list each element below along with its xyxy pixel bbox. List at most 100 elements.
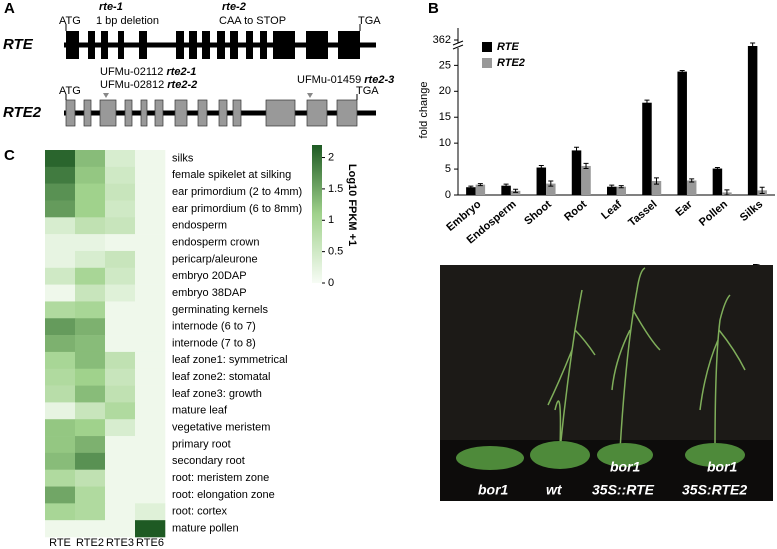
heatmap-cell: [135, 503, 166, 521]
error-bar: [609, 184, 615, 189]
gene-rte2: RTE2 ATG TGA UFMu-02112 rte2-1 UFMu-0281…: [3, 66, 394, 127]
stop-codon: TGA: [356, 85, 379, 97]
error-bar: [689, 178, 695, 183]
error-bar: [653, 177, 659, 185]
bar: [686, 180, 697, 195]
heatmap-cell: [75, 284, 106, 302]
heatmap-cell: [105, 436, 136, 454]
legend-label: RTE2: [497, 57, 525, 69]
heatmap-cell: [135, 351, 166, 370]
heatmap-cell: [135, 150, 166, 168]
heatmap-cell: [105, 166, 136, 184]
bar: [466, 187, 476, 195]
heatmap-cell: [45, 284, 76, 302]
heatmap-cell: [45, 419, 76, 437]
legend-label: RTE: [497, 41, 519, 53]
error-bar: [583, 162, 589, 170]
column-label: RTE3: [106, 537, 134, 549]
panel-label: B: [428, 0, 439, 17]
heatmap-cell: [45, 183, 76, 201]
heatmap-cell: [75, 503, 106, 521]
row-label: female spikelet at silking: [172, 169, 291, 181]
heatmap-cell: [105, 335, 136, 353]
heatmap-cell: [45, 368, 76, 386]
row-label: primary root: [172, 438, 231, 450]
start-codon: ATG: [59, 15, 81, 27]
heatmap-cell: [45, 150, 76, 168]
heatmap-cell: [135, 284, 166, 302]
heatmap-cell: [75, 301, 106, 319]
heatmap-cell: [45, 217, 76, 235]
heatmap-cell: [75, 183, 106, 201]
row-label: internode (6 to 7): [172, 321, 256, 333]
stop-codon: TGA: [358, 15, 381, 27]
heatmap-cell: [105, 284, 136, 302]
column-label: RTE: [49, 537, 71, 549]
heatmap-cell: [105, 183, 136, 201]
heatmap-cell: [135, 452, 166, 470]
allele: rte2-2: [167, 79, 197, 91]
heatmap-cell: [135, 402, 166, 420]
allele: rte-1: [99, 1, 123, 13]
heatmap-cell: [135, 385, 166, 403]
y-tick-label: 25: [439, 59, 451, 71]
heatmap-cell: [135, 250, 166, 269]
error-bar: [513, 188, 519, 193]
panel-label: A: [4, 0, 15, 17]
heatmap-cell: [45, 436, 76, 454]
row-label: embryo 20DAP: [172, 270, 247, 282]
heatmap-cell: [75, 520, 106, 538]
row-label: pericarp/aleurone: [172, 253, 258, 265]
rosettes: [456, 441, 745, 470]
heatmap-cell: [105, 402, 136, 420]
row-label: endosperm: [172, 220, 227, 232]
insertion-marker: [103, 93, 109, 98]
heatmap-cell: [105, 503, 136, 521]
colorbar-tick-label: 0.5: [328, 246, 343, 258]
column-label: RTE2: [76, 537, 104, 549]
heatmap-cell: [135, 234, 166, 252]
legend-swatch: [482, 42, 492, 52]
row-label: root: cortex: [172, 506, 228, 518]
insertion-line: UFMu-02112: [100, 66, 163, 78]
exons: [65, 99, 358, 127]
bar: [581, 165, 591, 195]
heatmap-cell: [105, 351, 136, 370]
heatmap-cell: [105, 385, 136, 403]
heatmap-cell: [45, 520, 76, 538]
error-bar: [548, 180, 554, 187]
heatmap-cell: [75, 486, 106, 504]
heatmap-cell: [105, 368, 136, 386]
error-bar: [477, 183, 483, 187]
heatmap-cell: [135, 520, 166, 538]
heatmap-cell: [75, 200, 106, 218]
heatmap-cell: [105, 452, 136, 470]
heatmap-cell: [45, 250, 76, 269]
heatmap-cell: [45, 335, 76, 353]
y-tick-label: 15: [439, 111, 451, 123]
heatmap-cell: [75, 234, 106, 252]
heatmap-cell: [105, 250, 136, 269]
heatmap-cell: [105, 301, 136, 319]
row-label: mature pollen: [172, 522, 239, 534]
genotype-label: bor1: [707, 459, 738, 475]
row-label: silks: [172, 152, 194, 164]
heatmap-cell: [135, 217, 166, 235]
heatmap-cell: [75, 166, 106, 184]
bar: [677, 71, 687, 195]
row-label: secondary root: [172, 455, 245, 467]
error-bar: [618, 185, 624, 189]
bar: [651, 181, 662, 195]
y-axis-label: fold change: [418, 82, 430, 139]
heatmap-cell: [135, 166, 166, 184]
heatmap-cell: [135, 419, 166, 437]
axis-break: [452, 40, 464, 46]
y-tick-label: 5: [445, 163, 451, 175]
x-tick-label: Shoot: [522, 198, 554, 227]
row-label: vegetative meristem: [172, 422, 270, 434]
heatmap-cell: [45, 469, 76, 487]
bar: [475, 184, 486, 195]
bar: [536, 167, 547, 195]
heatmap-cell: [105, 200, 136, 218]
error-bar: [724, 189, 730, 196]
